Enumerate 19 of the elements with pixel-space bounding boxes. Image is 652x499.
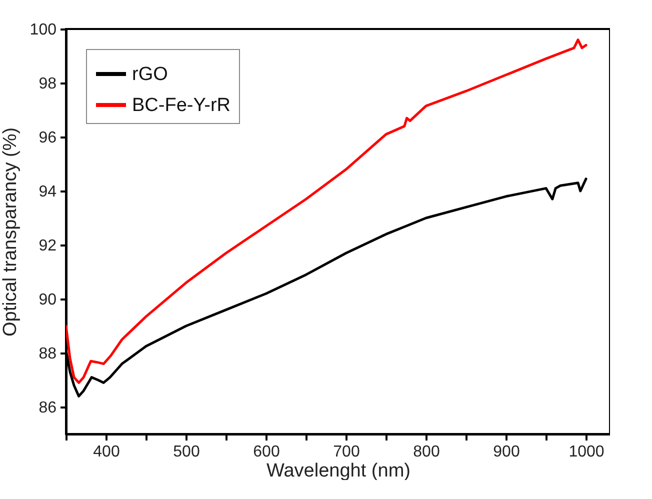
y-tick-label: 86 (38, 400, 57, 416)
x-tick-label: 800 (413, 444, 440, 460)
x-tick-label: 500 (173, 444, 200, 460)
legend-label: BC-Fe-Y-rR (132, 95, 231, 116)
x-tick-label: 400 (93, 444, 120, 460)
y-tick-label: 92 (38, 238, 57, 254)
y-tick-label: 88 (38, 346, 57, 362)
y-tick-label: 94 (38, 184, 57, 200)
y-tick-label: 96 (38, 130, 57, 146)
line-series (66, 38, 588, 384)
y-tick-label: 90 (38, 292, 57, 308)
y-tick-label: 100 (30, 22, 57, 38)
x-tick-label: 900 (493, 444, 520, 460)
x-tick-label: 1000 (568, 444, 604, 460)
x-tick-label: 600 (253, 444, 280, 460)
x-tick-label: 700 (333, 444, 360, 460)
legend-label: rGO (132, 64, 168, 85)
y-axis-title: Optical transparancy (%) (0, 127, 21, 337)
y-tick-label: 98 (38, 76, 57, 92)
